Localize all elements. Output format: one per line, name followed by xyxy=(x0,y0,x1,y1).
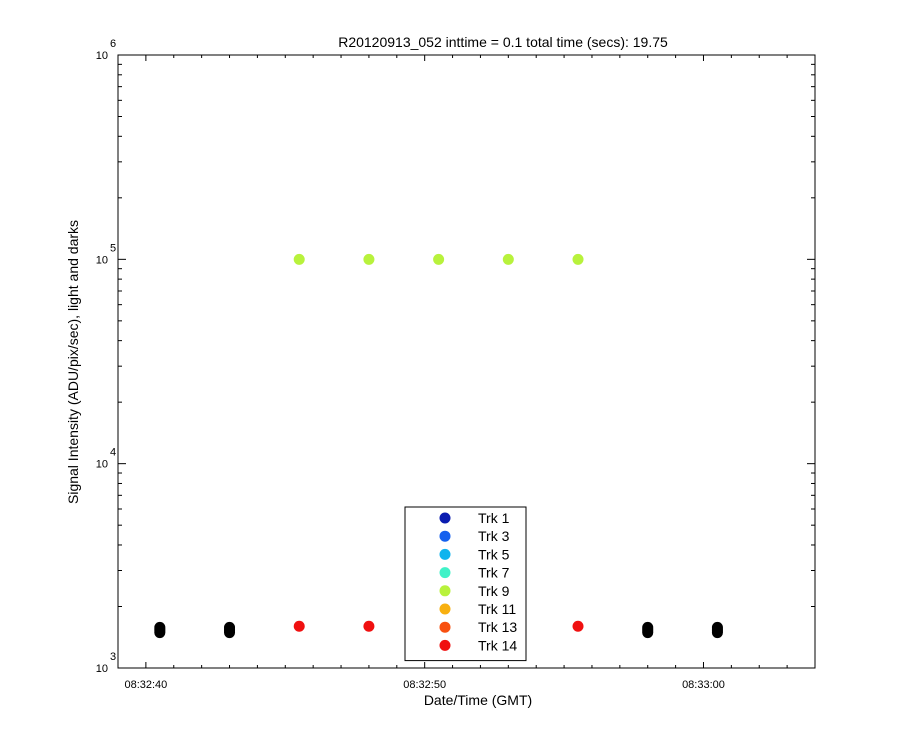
x-tick-label: 08:32:40 xyxy=(124,679,167,691)
x-tick-label: 08:32:50 xyxy=(403,679,446,691)
data-point xyxy=(293,620,305,632)
y-tick-exponent: 5 xyxy=(110,242,116,254)
x-axis: 08:32:40 08:32:50 08:33:00 xyxy=(117,55,816,691)
legend-marker xyxy=(439,585,451,597)
y-tick-exponent: 3 xyxy=(110,651,116,663)
legend-label: Trk 14 xyxy=(478,637,517,653)
y-tick-exponent: 6 xyxy=(110,38,116,50)
dark-point xyxy=(711,627,723,639)
data-marks xyxy=(154,253,723,639)
legend-label: Trk 1 xyxy=(478,510,510,526)
y-tick-label: 10 xyxy=(96,50,108,62)
legend-label: Trk 9 xyxy=(478,583,510,599)
legend-box xyxy=(404,506,527,662)
y-tick-label: 10 xyxy=(96,663,108,675)
data-point xyxy=(363,253,375,265)
y-tick-label: 10 xyxy=(96,459,108,471)
legend-marker xyxy=(439,603,451,615)
data-point xyxy=(363,620,375,632)
data-point xyxy=(572,620,584,632)
legend-label: Trk 11 xyxy=(478,601,516,617)
legend-label: Trk 5 xyxy=(478,546,510,562)
dark-point xyxy=(642,627,654,639)
legend-marker xyxy=(439,530,451,542)
legend-label: Trk 3 xyxy=(478,528,510,544)
y-tick-label: 10 xyxy=(96,254,108,266)
legend: Trk 1 Trk 3 Trk 5 Trk 7 Trk 9 Trk 11 Trk 13 Trk… xyxy=(404,506,527,662)
legend-marker xyxy=(439,548,451,560)
dark-point xyxy=(154,627,166,639)
data-point xyxy=(293,253,305,265)
legend-label: Trk 13 xyxy=(478,619,517,635)
legend-marker xyxy=(439,567,451,579)
data-point xyxy=(502,253,514,265)
y-tick-exponent: 4 xyxy=(110,447,116,459)
legend-marker xyxy=(439,639,451,651)
legend-marker xyxy=(439,621,451,633)
data-point xyxy=(433,253,445,265)
data-point xyxy=(572,253,584,265)
dark-point xyxy=(224,627,236,639)
x-axis-label: Date/Time (GMT) xyxy=(424,692,532,708)
legend-marker xyxy=(439,512,451,524)
chart-title: R20120913_052 inttime = 0.1 total time (… xyxy=(338,34,668,50)
x-tick-label: 08:33:00 xyxy=(682,679,725,691)
y-axis-label: Signal Intensity (ADU/pix/sec), light an… xyxy=(65,220,81,504)
legend-label: Trk 7 xyxy=(478,565,510,581)
